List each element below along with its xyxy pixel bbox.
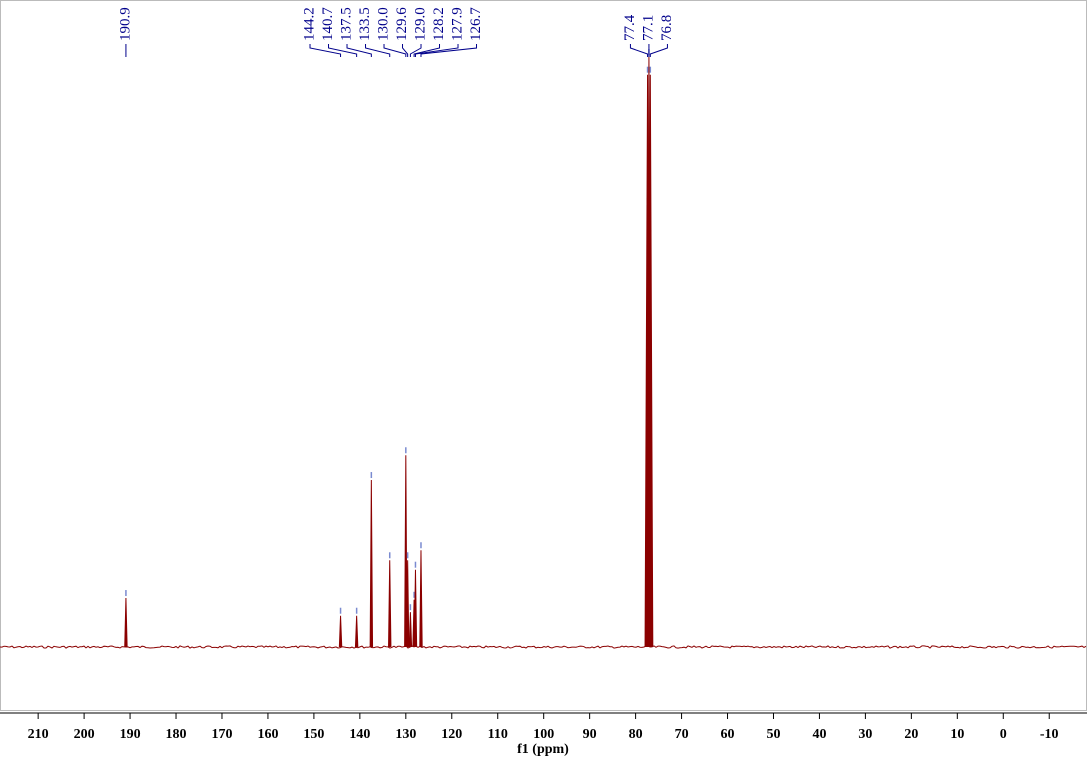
baseline xyxy=(0,645,1087,649)
x-axis-label: f1 (ppm) xyxy=(517,742,569,757)
peak xyxy=(408,612,413,648)
x-tick-label: 130 xyxy=(395,727,416,742)
peak-label: 77.4 xyxy=(622,14,638,41)
peak xyxy=(354,615,359,648)
peak-label: 130.0 xyxy=(375,7,391,41)
x-tick-label: 140 xyxy=(349,727,370,742)
label-connector xyxy=(629,44,649,57)
x-tick-label: 110 xyxy=(488,727,508,742)
label-connector xyxy=(420,44,478,57)
x-tick-label: 120 xyxy=(441,727,462,742)
x-tick-label: 200 xyxy=(74,727,95,742)
peak-label: 126.7 xyxy=(468,7,484,41)
peak-label: 137.5 xyxy=(338,7,354,41)
peak-label: 77.1 xyxy=(640,15,656,41)
plot-frame xyxy=(0,0,1087,711)
peak xyxy=(369,480,374,648)
peak xyxy=(413,569,418,648)
label-connector xyxy=(402,44,409,57)
x-tick-label: 90 xyxy=(583,727,597,742)
label-connector xyxy=(409,44,422,57)
peak xyxy=(404,455,408,648)
x-tick-label: -10 xyxy=(1040,727,1059,742)
label-connector xyxy=(309,44,342,57)
x-tick-label: 190 xyxy=(120,727,141,742)
x-tick-label: 40 xyxy=(812,727,826,742)
x-tick-label: 10 xyxy=(950,727,964,742)
peak-label: 140.7 xyxy=(320,7,336,41)
x-tick-label: 0 xyxy=(1000,727,1007,742)
peak-label: 128.2 xyxy=(431,7,447,41)
peak xyxy=(419,550,423,648)
x-tick-label: 70 xyxy=(675,727,689,742)
label-connector xyxy=(414,44,459,57)
label-connector xyxy=(328,44,358,57)
x-tick-label: 170 xyxy=(211,727,232,742)
peak-label: 144.2 xyxy=(301,7,317,41)
peak xyxy=(338,615,343,648)
x-tick-label: 160 xyxy=(257,727,278,742)
label-connector xyxy=(649,44,668,57)
x-tick-label: 210 xyxy=(28,727,49,742)
x-tick-label: 30 xyxy=(858,727,872,742)
peak xyxy=(405,560,410,648)
x-tick-label: 180 xyxy=(166,727,187,742)
peak-label: 76.8 xyxy=(659,15,675,41)
label-connector xyxy=(383,44,407,57)
peak xyxy=(124,598,128,648)
peak-label: 127.9 xyxy=(449,7,465,41)
x-tick-label: 80 xyxy=(629,727,643,742)
x-tick-label: 20 xyxy=(904,727,918,742)
x-tick-label: 150 xyxy=(303,727,324,742)
label-connector xyxy=(413,44,441,57)
x-tick-label: 100 xyxy=(533,727,554,742)
peak-label: 190.9 xyxy=(117,7,133,41)
peak xyxy=(388,560,392,648)
x-tick-label: 50 xyxy=(766,727,780,742)
x-tick-label: 60 xyxy=(721,727,735,742)
label-connector xyxy=(346,44,372,57)
peak-label: 129.0 xyxy=(412,7,428,41)
peak-label: 133.5 xyxy=(357,7,373,41)
peak xyxy=(647,74,654,648)
peak-label: 129.6 xyxy=(394,7,410,41)
label-connector xyxy=(365,44,391,57)
